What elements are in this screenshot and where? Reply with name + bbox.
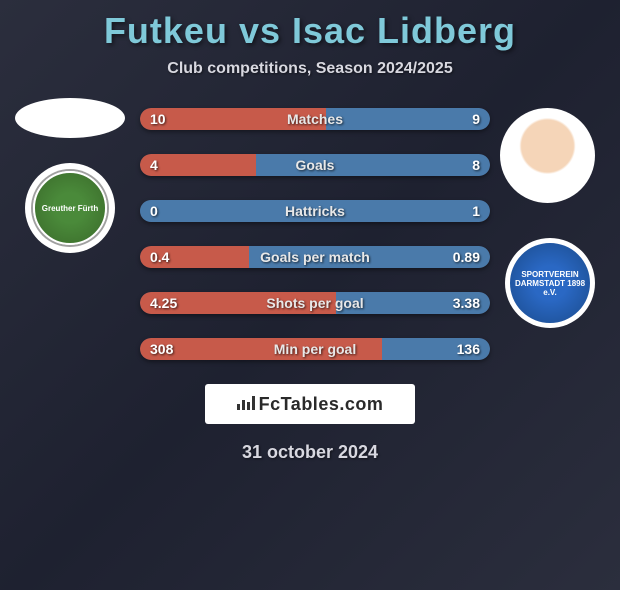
stat-bar-right: [256, 154, 491, 176]
stat-label: Hattricks: [285, 203, 345, 219]
stat-value-left: 4: [150, 157, 158, 173]
stat-row: Shots per goal 4.25 3.38: [140, 292, 490, 314]
watermark-text: FcTables.com: [259, 394, 384, 415]
stat-bar-right: [326, 108, 491, 130]
stats-container: Matches 10 9 Goals 4 8 Hattricks 0 1 Goals per ma…: [140, 108, 490, 360]
watermark: FcTables.com: [205, 384, 415, 424]
club-badge-left-label: Greuther Fürth: [33, 171, 107, 245]
stat-row: Matches 10 9: [140, 108, 490, 130]
stat-label: Shots per goal: [266, 295, 363, 311]
stat-value-left: 0: [150, 203, 158, 219]
stat-row: Min per goal 308 136: [140, 338, 490, 360]
club-badge-left: Greuther Fürth: [25, 163, 115, 253]
club-badge-right-label: SPORTVEREIN DARMSTADT 1898 e.V.: [508, 241, 592, 325]
stat-value-left: 4.25: [150, 295, 177, 311]
stat-row: Hattricks 0 1: [140, 200, 490, 222]
stat-value-right: 9: [472, 111, 480, 127]
watermark-chart-icon: [237, 396, 255, 413]
stat-row: Goals 4 8: [140, 154, 490, 176]
stat-value-right: 0.89: [453, 249, 480, 265]
stat-label: Goals: [296, 157, 335, 173]
stat-label: Matches: [287, 111, 343, 127]
stat-value-right: 136: [457, 341, 480, 357]
stat-value-left: 10: [150, 111, 166, 127]
date-text: 31 october 2024: [0, 442, 620, 463]
player-photo-right: [500, 108, 595, 203]
page-title: Futkeu vs Isac Lidberg: [0, 10, 620, 52]
player-photo-left: [15, 98, 125, 138]
stat-label: Goals per match: [260, 249, 370, 265]
page-subtitle: Club competitions, Season 2024/2025: [0, 60, 620, 78]
stat-value-right: 1: [472, 203, 480, 219]
stat-value-left: 308: [150, 341, 173, 357]
stat-value-left: 0.4: [150, 249, 169, 265]
stat-value-right: 8: [472, 157, 480, 173]
stat-row: Goals per match 0.4 0.89: [140, 246, 490, 268]
club-badge-right: SPORTVEREIN DARMSTADT 1898 e.V.: [505, 238, 595, 328]
main-area: Greuther Fürth SPORTVEREIN DARMSTADT 189…: [0, 108, 620, 360]
stat-label: Min per goal: [274, 341, 356, 357]
stat-value-right: 3.38: [453, 295, 480, 311]
